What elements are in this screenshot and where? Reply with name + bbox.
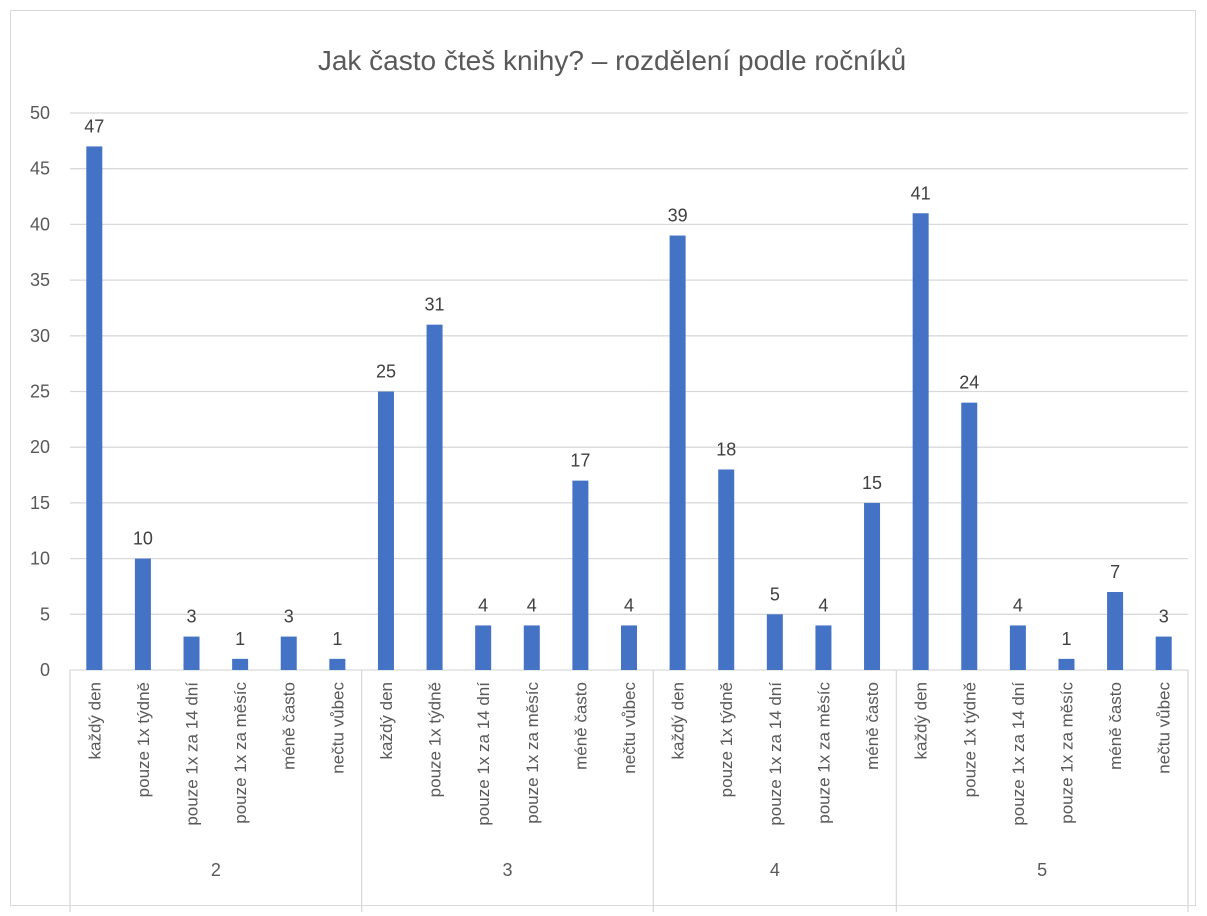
category-label: méně často	[280, 682, 299, 770]
group-label-2: 2	[211, 860, 221, 880]
bar-3-5	[572, 480, 589, 670]
group-labels: 2 3 4 5	[211, 860, 1047, 880]
category-label: pouze 1x za měsíc	[814, 682, 833, 824]
y-tick-label: 0	[40, 660, 50, 680]
category-label: pouze 1x za měsíc	[231, 682, 250, 824]
group-separators	[69, 670, 1189, 912]
category-label: pouze 1x týdně	[426, 682, 445, 797]
category-label: pouze 1x za 14 dní	[1009, 682, 1028, 826]
group-label-4: 4	[770, 860, 780, 880]
y-tick-label: 10	[30, 549, 50, 569]
chart-frame	[10, 10, 1196, 906]
bar-4-3	[766, 614, 783, 670]
y-tick-label: 50	[30, 103, 50, 123]
data-label: 3	[284, 607, 294, 627]
category-label: pouze 1x týdně	[960, 682, 979, 797]
bar-4-4	[815, 625, 832, 670]
category-label: nečtu vůbec	[328, 682, 347, 774]
bars	[86, 146, 1172, 671]
data-label: 24	[959, 373, 979, 393]
data-label: 18	[716, 439, 736, 459]
chart-title: Jak často čteš knihy? – rozdělení podle …	[318, 45, 906, 76]
data-label: 39	[668, 206, 688, 226]
y-tick-label: 20	[30, 437, 50, 457]
data-label: 1	[1061, 629, 1071, 649]
data-label: 15	[862, 473, 882, 493]
data-label: 4	[818, 595, 828, 615]
bar-2-2	[134, 558, 151, 670]
data-label: 10	[133, 529, 153, 549]
x-axis-categories: každý den pouze 1x týdně pouze 1x za 14 dn…	[85, 682, 1173, 826]
data-label: 5	[770, 584, 780, 604]
y-tick-label: 35	[30, 270, 50, 290]
gridlines	[70, 112, 1188, 671]
y-tick-label: 5	[40, 604, 50, 624]
category-label: pouze 1x za 14 dní	[474, 682, 493, 826]
category-label: pouze 1x za měsíc	[523, 682, 542, 824]
category-label: každý den	[85, 682, 104, 760]
y-tick-label: 15	[30, 493, 50, 513]
data-label: 4	[1013, 595, 1023, 615]
y-tick-label: 40	[30, 214, 50, 234]
category-label: každý den	[912, 682, 931, 760]
data-label: 31	[425, 295, 445, 315]
data-label: 3	[1159, 607, 1169, 627]
bar-3-1	[377, 391, 394, 670]
bar-2-1	[86, 146, 103, 671]
bar-2-4	[232, 658, 249, 670]
bar-5-6	[1155, 636, 1172, 670]
y-tick-label: 30	[30, 326, 50, 346]
data-label: 25	[376, 362, 396, 382]
bar-5-5	[1107, 592, 1124, 670]
category-label: méně často	[571, 682, 590, 770]
group-label-5: 5	[1037, 860, 1047, 880]
bar-3-2	[426, 324, 443, 670]
category-label: pouze 1x týdně	[134, 682, 153, 797]
group-label-3: 3	[502, 860, 512, 880]
bar-4-5	[864, 502, 881, 670]
bar-5-3	[1009, 625, 1026, 670]
data-label: 4	[527, 595, 537, 615]
category-label: pouze 1x za měsíc	[1057, 682, 1076, 824]
bar-3-4	[523, 625, 540, 670]
category-label: pouze 1x za 14 dní	[766, 682, 785, 826]
bar-5-4	[1058, 658, 1075, 670]
category-label: pouze 1x za 14 dní	[183, 682, 202, 826]
data-label: 4	[624, 595, 634, 615]
bar-2-6	[329, 658, 346, 670]
bar-3-3	[475, 625, 492, 670]
category-label: méně často	[863, 682, 882, 770]
data-label: 47	[84, 116, 104, 136]
category-label: nečtu vůbec	[1155, 682, 1174, 774]
bar-3-6	[621, 625, 637, 670]
category-label: nečtu vůbec	[620, 682, 639, 774]
category-label: každý den	[377, 682, 396, 760]
bar-2-5	[280, 636, 297, 670]
bar-4-2	[718, 469, 735, 670]
category-label: každý den	[669, 682, 688, 760]
bar-5-2	[961, 402, 978, 670]
y-tick-label: 45	[30, 159, 50, 179]
data-label: 3	[187, 607, 197, 627]
y-tick-label: 25	[30, 382, 50, 402]
bar-4-1	[669, 235, 686, 671]
data-label: 4	[478, 595, 488, 615]
category-label: pouze 1x týdně	[717, 682, 736, 797]
category-label: méně často	[1106, 682, 1125, 770]
data-label: 1	[235, 629, 245, 649]
y-axis-ticks: 0 5 10 15 20 25 30 35 40 45 50	[30, 103, 50, 680]
data-label: 1	[332, 629, 342, 649]
data-label: 17	[570, 451, 590, 471]
bar-2-3	[183, 636, 200, 670]
data-label: 7	[1110, 562, 1120, 582]
bar-5-1	[912, 213, 929, 670]
data-label: 41	[911, 183, 931, 203]
